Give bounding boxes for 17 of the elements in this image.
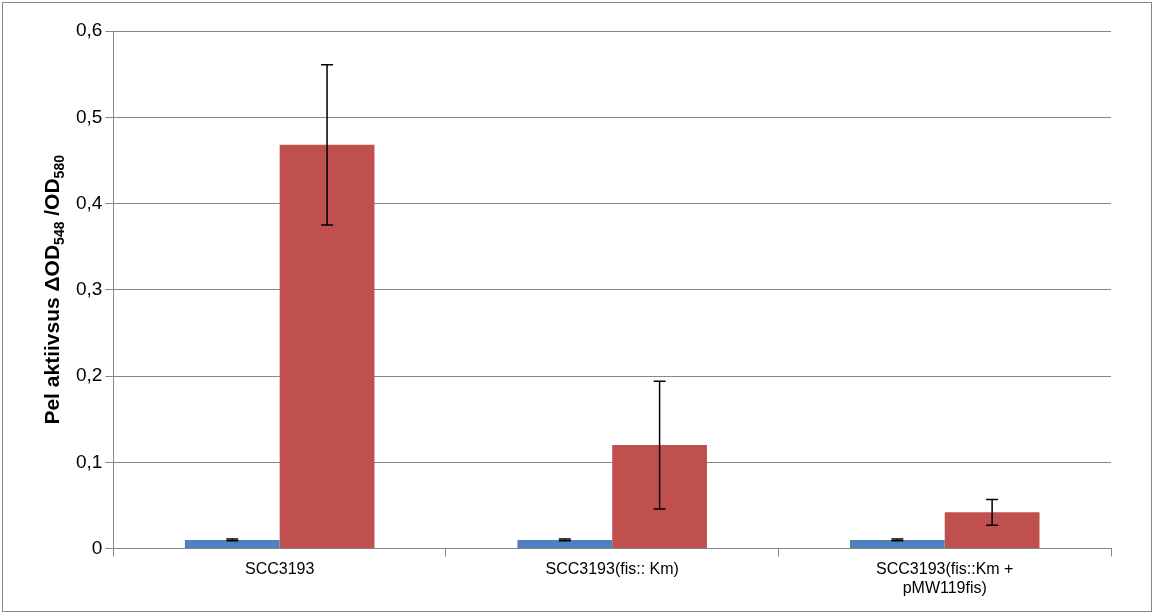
y-tick-label: 0,3 (75, 278, 103, 300)
y-tick-label: 0,6 (75, 19, 103, 41)
bar (944, 512, 1040, 549)
bar (612, 445, 707, 549)
x-tick-label: SCC3193(fis::Km + pMW119fis) (876, 559, 1014, 596)
y-tick-label: 0,2 (75, 364, 103, 386)
bar (517, 539, 613, 549)
bar (279, 144, 375, 549)
x-tick-label: SCC3193 (244, 559, 315, 577)
y-tick-label: 0,1 (75, 450, 103, 472)
y-axis-title: Pel aktiivsus ΔOD548 /OD580 (40, 154, 67, 425)
bar (184, 539, 280, 549)
y-tick-label: 0 (91, 536, 103, 558)
y-tick-label: 0,4 (75, 191, 103, 213)
x-tick-label: SCC3193(fis:: Km) (545, 559, 679, 577)
y-tick-label: 0,5 (75, 105, 103, 127)
bar (849, 539, 945, 549)
